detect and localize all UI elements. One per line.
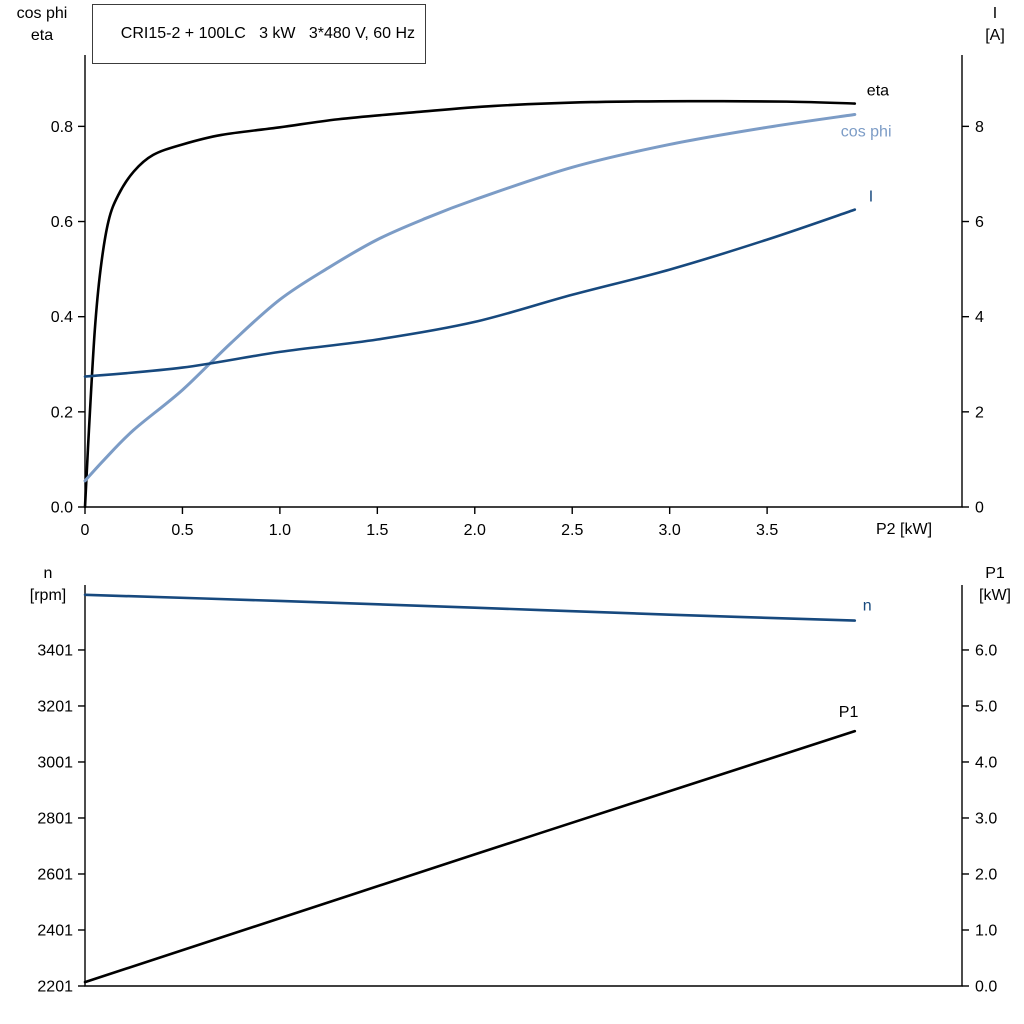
right-tick-label: 0 [975, 500, 984, 517]
eta-axis-label: eta [30, 27, 54, 44]
kw-unit-label: [kW] [979, 587, 1011, 604]
left-tick-label: 2201 [37, 979, 73, 996]
n-curve [83, 593, 857, 622]
left-tick-label: 3401 [37, 642, 73, 659]
left-tick-label: 0.2 [51, 404, 73, 421]
left-tick-label: 0.8 [51, 119, 73, 136]
right-tick-label: 4 [975, 309, 984, 326]
left-tick-label: 2801 [37, 810, 73, 827]
left-tick-label: 0.6 [51, 214, 73, 231]
right-tick-label: 8 [975, 119, 984, 136]
left-tick-label: 3201 [37, 698, 73, 715]
speed-axis-label: n [43, 565, 53, 582]
upper-right-axis-unit: I [A] [970, 3, 1020, 47]
rpm-unit-label: [rpm] [29, 587, 67, 604]
right-tick-label: 1.0 [975, 922, 997, 939]
eta-curve-label: eta [867, 83, 889, 100]
x-tick-label: 3.0 [659, 522, 681, 539]
i-curve-label: I [869, 189, 873, 206]
left-tick-label: 2601 [37, 866, 73, 883]
left-tick-label: 0.0 [51, 500, 73, 517]
cos-phi-curve [83, 112, 857, 483]
right-tick-label: 6.0 [975, 642, 997, 659]
cos-phi-curve-label: cos phi [841, 123, 892, 140]
x-tick-label: 1.0 [269, 522, 291, 539]
axes-spines [84, 585, 963, 987]
lower-left-axis-unit: n [rpm] [14, 563, 82, 607]
right-tick-label: 2 [975, 404, 984, 421]
x-axis-label: P2 [kW] [876, 521, 933, 538]
right-tick-label: 3.0 [975, 810, 997, 827]
chart-title-box: CRI15-2 + 100LC 3 kW 3*480 V, 60 Hz [92, 4, 427, 64]
x-tick-label: 0 [81, 522, 90, 539]
right-tick-label: 6 [975, 214, 984, 231]
x-tick-label: 3.5 [756, 522, 778, 539]
x-tick-label: 2.0 [464, 522, 486, 539]
left-tick-label: 3001 [37, 754, 73, 771]
upper-left-axis-unit: cos phi eta [4, 3, 80, 47]
p1-axis-label: P1 [985, 565, 1005, 582]
lower-chart: 2201 2401 2601 2801 3001 3201 3401 0.0 1.0 2.0 3.0… [37, 585, 997, 996]
axes-spines [84, 55, 963, 508]
left-tick-label: 0.4 [51, 309, 73, 326]
left-tick-label: 2401 [37, 922, 73, 939]
x-tick-label: 1.5 [366, 522, 388, 539]
ampere-unit-label: [A] [985, 27, 1005, 44]
current-axis-label: I [992, 5, 998, 22]
x-tick-label: 2.5 [561, 522, 583, 539]
p1-curve [83, 729, 857, 984]
right-tick-label: 4.0 [975, 754, 997, 771]
chart-title: CRI15-2 + 100LC 3 kW 3*480 V, 60 Hz [120, 25, 416, 42]
right-tick-label: 5.0 [975, 698, 997, 715]
i-curve [83, 208, 857, 378]
p1-curve-label: P1 [839, 704, 859, 721]
n-curve-label: n [863, 598, 872, 615]
x-tick-label: 0.5 [171, 522, 193, 539]
upper-chart: 0 0.5 1.0 1.5 2.0 2.5 3.0 3.5 0.0 0.2 0.4 0.6 0.8 0 2 4… [51, 55, 984, 539]
right-tick-label: 0.0 [975, 979, 997, 996]
right-tick-label: 2.0 [975, 866, 997, 883]
lower-right-axis-unit: P1 [kW] [968, 563, 1022, 607]
cos-phi-axis-label: cos phi [16, 5, 68, 22]
eta-curve [83, 99, 857, 509]
